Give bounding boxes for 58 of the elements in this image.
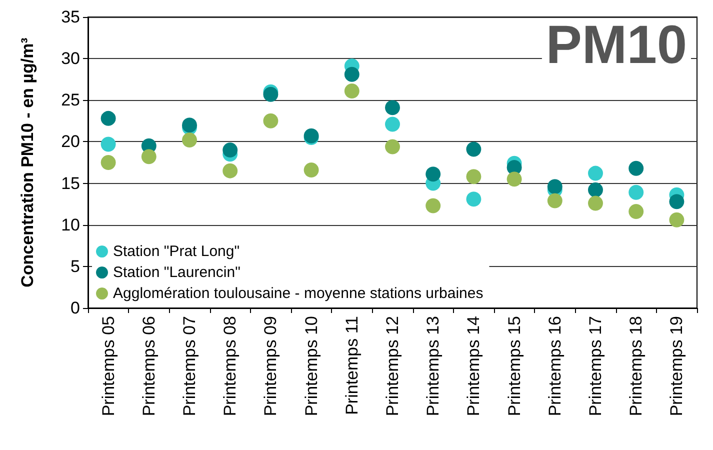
point	[466, 142, 482, 157]
point	[100, 110, 116, 126]
point	[588, 166, 603, 181]
point	[669, 194, 684, 210]
point	[385, 100, 400, 116]
point	[547, 193, 562, 208]
y-tick-label: 20	[61, 132, 80, 152]
x-tick-label: Printemps 07	[180, 316, 199, 416]
point	[506, 172, 522, 187]
x-tick-label: Printemps 15	[504, 316, 524, 416]
point	[344, 84, 360, 98]
y-tick-label: 10	[61, 215, 80, 234]
x-tick-label: Printemps 16	[545, 316, 564, 416]
point	[466, 192, 482, 207]
point	[628, 160, 644, 176]
x-tick-label: Printemps 10	[302, 316, 321, 416]
point	[426, 198, 441, 214]
point	[222, 142, 238, 158]
point	[628, 204, 644, 220]
point	[669, 212, 684, 228]
x-tick-label: Printemps 17	[586, 316, 605, 416]
x-tick-label: Printemps 12	[383, 316, 402, 416]
x-tick-label: Printemps 19	[667, 316, 686, 416]
point	[628, 184, 644, 200]
point	[222, 163, 238, 178]
legend-label: Agglomération toulousaine - moyenne stations urbaines	[113, 285, 484, 302]
y-tick-label: 15	[61, 174, 80, 193]
point	[385, 116, 400, 132]
chart-title: PM10	[546, 15, 688, 75]
x-tick-label: Printemps 06	[139, 316, 158, 416]
point	[100, 155, 116, 170]
point	[588, 182, 603, 198]
point	[141, 149, 156, 164]
x-tick-label: Printemps 11	[342, 316, 362, 415]
legend-label: Station "Laurencin"	[113, 264, 240, 281]
x-tick-label: Printemps 08	[220, 316, 240, 416]
point	[426, 166, 441, 182]
y-tick-label: 5	[70, 256, 80, 276]
point	[100, 136, 116, 152]
point	[385, 139, 400, 154]
point	[588, 196, 603, 211]
x-tick-label: Printemps 05	[98, 316, 118, 416]
y-tick-label: 35	[61, 8, 80, 26]
x-tick-label: Printemps 14	[464, 316, 484, 416]
x-tick-label: Printemps 13	[424, 316, 443, 416]
y-tick-label: 30	[61, 49, 80, 68]
point	[466, 169, 482, 184]
point	[263, 113, 278, 128]
point	[182, 132, 197, 148]
y-axis-title: Concentration PM10 - en µg/m³	[18, 37, 37, 288]
x-tick-label: Printemps 18	[626, 316, 646, 416]
y-tick-label: 0	[70, 298, 80, 318]
y-tick-label: 25	[61, 90, 80, 110]
point	[304, 162, 319, 178]
point	[547, 179, 562, 194]
point	[344, 66, 360, 82]
x-tick-label: Printemps 09	[261, 316, 280, 416]
legend-label: Station "Prat Long"	[113, 243, 240, 260]
